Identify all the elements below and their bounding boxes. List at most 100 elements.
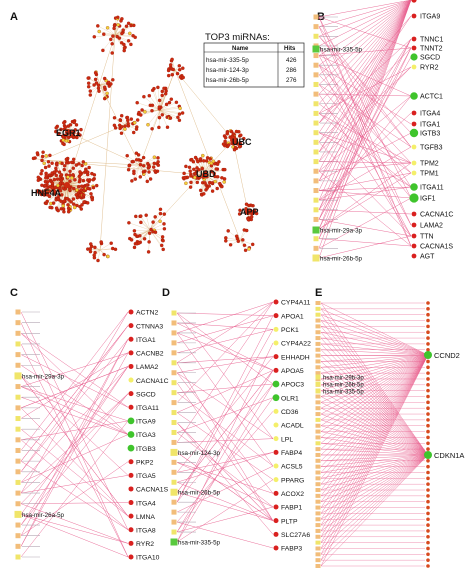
gene-node [411, 253, 417, 259]
edge [176, 301, 274, 443]
edge [320, 454, 429, 561]
network-edge [146, 215, 151, 231]
mirna-label: hsa-mir-26b-5p [323, 382, 364, 388]
network-node [31, 156, 36, 161]
network-node [71, 173, 75, 177]
network-node [75, 188, 79, 192]
network-node [43, 179, 48, 184]
gene-node [426, 447, 430, 451]
hub-labels: EGR1 UBC HNF4A UBD APP [31, 128, 259, 217]
edge [320, 354, 429, 444]
mirna-node [315, 493, 321, 498]
network-node [226, 143, 231, 147]
network-node [144, 213, 148, 217]
edge [320, 354, 429, 386]
mirna-label: hsa-mir-29a-3p [22, 373, 65, 380]
network-node [132, 120, 137, 125]
network-node [129, 238, 134, 242]
network-node [83, 162, 88, 166]
edge [318, 66, 412, 162]
network-node [110, 42, 114, 46]
gene-node [411, 121, 417, 127]
gene-node [273, 422, 279, 428]
network-node [56, 197, 61, 201]
gene-node [128, 472, 134, 478]
network-edge [149, 213, 161, 231]
network-node [232, 147, 237, 152]
gene-label: APOC3 [281, 382, 304, 389]
edge [176, 452, 274, 473]
network-node [88, 247, 93, 251]
edge [320, 354, 429, 520]
network-edge [128, 164, 141, 170]
edge [176, 370, 274, 413]
edge [20, 386, 129, 435]
edge [20, 375, 129, 476]
network-node [54, 206, 59, 210]
edge [176, 432, 274, 508]
network-node [66, 210, 71, 214]
edge [318, 197, 412, 249]
edge [320, 454, 429, 543]
gene-nodes: CCND2 CDKN1A [424, 301, 464, 568]
gene-node [426, 494, 430, 498]
edge [320, 454, 429, 502]
gene-label: LAMA2 [136, 364, 159, 371]
hub-label-ubc: UBC [232, 137, 252, 147]
network-node [252, 208, 257, 212]
edge [320, 354, 429, 438]
network-node [247, 247, 251, 251]
network-node [162, 212, 167, 216]
hub-label-ubd: UBD [196, 169, 216, 179]
network-node [69, 160, 74, 165]
network-node [169, 97, 174, 101]
network-edge [67, 131, 141, 166]
network-node [166, 68, 171, 73]
gene-node [426, 383, 430, 387]
network-node [187, 165, 192, 170]
network-node [97, 29, 101, 34]
edge [176, 301, 274, 363]
mirna-node [15, 341, 21, 347]
gene-node [426, 394, 430, 399]
mirna-label: hsa-mir-29a-3p [320, 228, 363, 235]
mirna-node [315, 552, 321, 557]
mirna-node [313, 101, 319, 107]
table-cell: hsa-mir-124-3p [206, 67, 249, 74]
network-node [61, 141, 65, 146]
network-node [88, 93, 93, 97]
network-node [73, 128, 78, 132]
mirna-node [315, 558, 321, 563]
edge [320, 332, 429, 456]
edge [176, 392, 274, 467]
mirna-node [315, 540, 321, 545]
mirna-node [15, 447, 21, 453]
network-edge [134, 229, 151, 235]
mirna-node [315, 301, 321, 305]
network-edge [41, 159, 141, 166]
mirna-node [315, 470, 321, 475]
network-node [231, 132, 236, 136]
gene-label: ITGA4 [136, 500, 156, 507]
network-node [178, 75, 183, 79]
edge [320, 343, 429, 356]
edge [318, 36, 412, 134]
mirna-node [315, 505, 321, 510]
network-edge [138, 109, 161, 113]
mirna-node [315, 312, 321, 317]
network-node [86, 186, 90, 191]
gene-node [272, 380, 280, 388]
network-node [44, 190, 48, 194]
network-node [238, 208, 242, 213]
network-node [71, 197, 76, 201]
network-node [45, 199, 49, 204]
edge [176, 383, 274, 393]
edge [320, 354, 429, 409]
network-node [136, 153, 141, 157]
network-node [177, 64, 182, 68]
network-edge [174, 69, 241, 241]
gene-node [128, 336, 134, 342]
gene-label: ITGA8 [136, 527, 156, 534]
network-node [132, 245, 137, 250]
network-node [52, 192, 56, 196]
